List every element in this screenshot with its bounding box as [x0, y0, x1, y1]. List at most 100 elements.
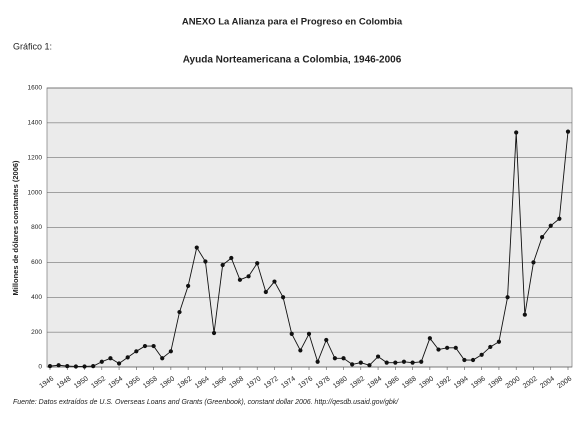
x-tick-label: 1996 [470, 375, 487, 390]
data-point [479, 352, 484, 357]
x-tick-label: 1976 [297, 375, 314, 390]
data-point [255, 261, 260, 266]
data-point [47, 364, 53, 369]
x-tick-label: 1956 [125, 375, 142, 390]
data-point [358, 360, 363, 365]
data-point [99, 359, 104, 364]
data-point [73, 364, 78, 369]
data-point [289, 331, 294, 336]
data-point [324, 337, 329, 343]
data-point [220, 262, 225, 268]
y-tick-label: 1400 [28, 120, 43, 127]
data-point [211, 330, 217, 336]
data-point [531, 260, 536, 265]
x-tick-label: 1988 [401, 375, 418, 390]
x-tick-label: 1958 [142, 375, 159, 390]
data-point [298, 348, 303, 353]
x-tick-label: 1948 [56, 375, 73, 390]
x-tick-label: 2004 [539, 375, 556, 390]
data-point [565, 129, 571, 134]
data-point [229, 255, 234, 261]
x-tick-label: 1950 [73, 375, 90, 390]
data-point [401, 359, 407, 364]
y-tick-label: 0 [38, 364, 42, 371]
data-point [557, 216, 562, 221]
data-point [375, 354, 381, 359]
data-point [540, 234, 545, 240]
data-point [488, 344, 493, 350]
x-tick-label: 1968 [228, 375, 245, 390]
y-tick-label: 1200 [28, 154, 43, 161]
x-tick-label: 1974 [280, 375, 297, 390]
data-point [246, 274, 251, 279]
header: ANEXO La Alianza para el Progreso en Col… [182, 17, 403, 28]
data-point [65, 364, 70, 369]
x-tick-label: 1972 [263, 375, 280, 390]
data-point [160, 356, 165, 361]
data-point [116, 361, 122, 366]
x-tick-label: 1984 [366, 375, 383, 390]
x-tick-label: 1990 [418, 375, 435, 390]
x-tick-label: 1962 [177, 375, 194, 390]
data-point [168, 349, 173, 354]
y-tick-label: 1000 [28, 189, 43, 196]
y-tick-label: 400 [31, 294, 42, 301]
x-tick-label: 2000 [505, 375, 522, 390]
data-point [281, 295, 286, 300]
x-tick-label: 1998 [487, 375, 504, 390]
data-point [548, 223, 553, 228]
x-tick-label: 1966 [211, 375, 228, 390]
y-tick-label: 200 [31, 329, 42, 336]
data-point [237, 277, 243, 282]
data-point [306, 331, 312, 336]
data-point [332, 356, 337, 361]
x-tick-label: 2002 [522, 375, 539, 390]
y-tick-label: 800 [31, 224, 42, 231]
data-point [177, 309, 182, 315]
data-point [91, 364, 96, 369]
data-point [82, 364, 87, 369]
data-point [142, 343, 148, 349]
data-point [514, 130, 519, 135]
data-point [125, 355, 130, 360]
data-point [272, 279, 277, 284]
data-point [496, 339, 502, 344]
data-point [367, 363, 372, 368]
data-point [453, 345, 458, 350]
data-point [108, 356, 113, 361]
data-point [186, 283, 191, 289]
data-point [445, 345, 450, 350]
chart-title: Ayuda Norteamericana a Colombia, 1946-20… [183, 55, 402, 66]
x-tick-label: 1986 [384, 375, 401, 390]
x-tick-label: 1994 [453, 375, 470, 390]
data-point [350, 362, 355, 367]
data-point [194, 245, 199, 250]
x-tick-label: 1946 [38, 375, 55, 390]
y-axis-label: Millones de dólares constantes (2006) [11, 160, 20, 296]
data-point [263, 289, 268, 295]
data-point [419, 359, 424, 364]
data-point [151, 343, 156, 349]
x-tick-label: 1992 [436, 375, 453, 390]
x-tick-label: 1978 [315, 375, 332, 390]
x-tick-label: 1960 [159, 375, 176, 390]
x-tick-label: 1982 [349, 375, 366, 390]
data-point [462, 357, 467, 363]
data-point [56, 363, 61, 368]
x-tick-label: 1964 [194, 375, 211, 390]
figure-label: Gráfico 1: [13, 41, 52, 51]
data-point [134, 349, 139, 354]
source: Fuente: Datos extraídos de U.S. Overseas… [13, 399, 399, 406]
y-tick-label: 600 [31, 259, 42, 266]
data-point [203, 259, 208, 264]
data-point [315, 359, 320, 364]
x-tick-label: 1952 [90, 375, 107, 390]
x-tick-label: 1980 [332, 375, 349, 390]
x-tick-label: 1970 [246, 375, 263, 390]
data-point [470, 357, 476, 363]
y-tick-label: 1600 [28, 85, 43, 92]
data-point [505, 295, 510, 300]
data-point [384, 360, 389, 365]
x-tick-label: 1954 [107, 375, 124, 390]
